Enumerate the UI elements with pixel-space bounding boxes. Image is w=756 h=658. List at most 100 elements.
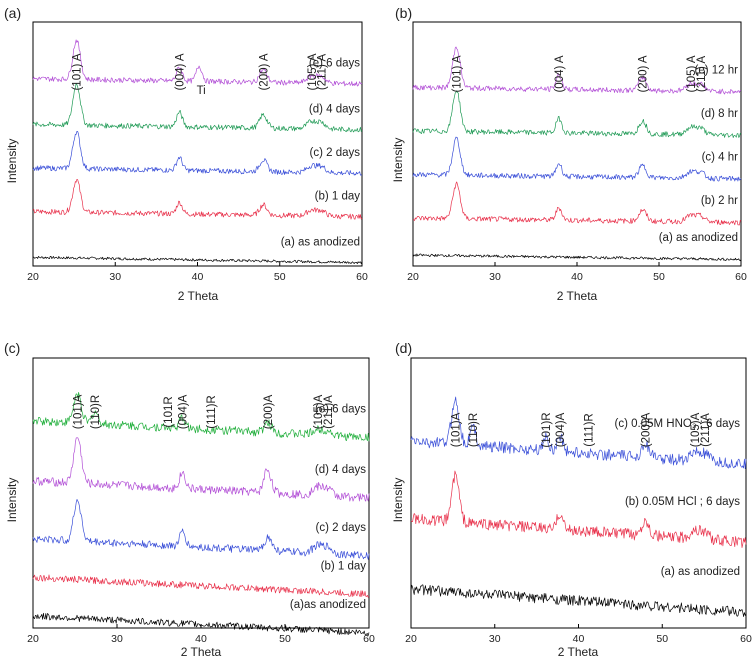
series-label: (c) 0.05M HNO₃ ; 6 days bbox=[615, 418, 741, 430]
x-tick-label: 30 bbox=[111, 633, 123, 645]
peak-label: (004) A bbox=[174, 53, 186, 90]
series-label: (d) 8 hr bbox=[701, 108, 738, 120]
series-line bbox=[412, 90, 742, 138]
peak-label: (101)A bbox=[450, 412, 462, 447]
peak-label: (200)A bbox=[263, 394, 275, 429]
x-tick-label: 50 bbox=[279, 633, 291, 645]
x-tick-label: 20 bbox=[27, 633, 39, 645]
series-label: (e) 12 hr bbox=[695, 64, 739, 76]
series-line bbox=[32, 130, 363, 176]
peak-label: Ti bbox=[197, 85, 206, 97]
peak-label: (004)A bbox=[555, 412, 567, 447]
peak-label: (211)A bbox=[323, 395, 335, 429]
x-tick-label: 60 bbox=[363, 633, 375, 645]
panel-c-ylabel: Intensity bbox=[5, 478, 19, 523]
panel-d-letter: (d) bbox=[395, 340, 412, 356]
series-label: (c) 4 hr bbox=[702, 152, 739, 164]
panel-c-peak-labels: (101)A (110)R (101R (004)A (111)R (200)A (105)… bbox=[73, 394, 335, 429]
series-line bbox=[410, 396, 747, 470]
series-line bbox=[32, 499, 370, 560]
x-tick-label: 20 bbox=[407, 271, 419, 283]
x-tick-label: 20 bbox=[405, 633, 417, 645]
panel-c-curve-labels: (a)as anodized (b) 1 day (c) 2 days (d) 4 d… bbox=[290, 404, 366, 611]
x-tick-label: 50 bbox=[274, 271, 286, 283]
peak-label: (004) A bbox=[554, 55, 566, 92]
x-tick-label: 60 bbox=[740, 633, 752, 645]
x-tick-label: 50 bbox=[653, 271, 665, 283]
panel-d-curve-labels: (a) as anodized (b) 0.05M HCl ; 6 days (c)… bbox=[615, 418, 741, 578]
series-line bbox=[412, 181, 742, 226]
peak-label: (105)A bbox=[690, 412, 702, 447]
series-label: (e) 6 days bbox=[315, 404, 366, 416]
panel-c: (c) Intensity 2 Theta 20 30 40 50 60 (101)A(… bbox=[4, 340, 375, 658]
peak-label: (111)R bbox=[206, 395, 218, 428]
series-line bbox=[32, 574, 370, 598]
series-line bbox=[32, 392, 370, 442]
x-tick-label: 40 bbox=[573, 633, 585, 645]
panel-b-peak-labels: (101) A (004) A (200) A (105) A(211) A bbox=[451, 55, 707, 92]
panel-a-series bbox=[32, 39, 363, 265]
peak-label: (101)A bbox=[73, 394, 85, 429]
panel-b-xlabel: 2 Theta bbox=[557, 289, 598, 303]
panel-b-letter: (b) bbox=[395, 5, 412, 21]
peak-label: (211) A bbox=[696, 56, 708, 93]
panel-d-ticks: 20 30 40 50 60 bbox=[405, 624, 752, 645]
peak-label: (101) A bbox=[72, 53, 84, 90]
series-line bbox=[412, 253, 742, 262]
series-line bbox=[410, 470, 747, 548]
panel-a-xlabel: 2 Theta bbox=[178, 289, 219, 303]
panel-d-series bbox=[410, 396, 747, 617]
x-tick-label: 60 bbox=[356, 271, 368, 283]
panel-a-curve-labels: (a) as anodized (b) 1 day (c) 2 days (d) 4 … bbox=[281, 58, 361, 249]
series-line bbox=[412, 136, 742, 182]
panel-c-letter: (c) bbox=[4, 340, 20, 356]
peak-label: (105)A bbox=[313, 394, 325, 429]
panel-b-series bbox=[412, 46, 742, 262]
peak-label: (200)A bbox=[641, 412, 653, 447]
panel-b-curve-labels: (a) as anodized (b) 2 hr (c) 4 hr (d) 8 hr (… bbox=[659, 64, 738, 244]
x-tick-label: 20 bbox=[27, 271, 39, 283]
panel-a-ylabel: Intensity bbox=[5, 139, 19, 184]
series-label: (c) 2 days bbox=[316, 522, 367, 534]
peak-label: (211) A bbox=[317, 54, 329, 91]
x-tick-label: 30 bbox=[489, 271, 501, 283]
peak-label: (200) A bbox=[258, 53, 270, 90]
panel-a-peak-labels: (101) A (004) A Ti (200) A (105) A(211) A bbox=[72, 53, 329, 97]
panel-b-ticks: 20 30 40 50 60 bbox=[407, 262, 747, 283]
peak-label: (101) A bbox=[451, 55, 463, 92]
peak-label: (105) A bbox=[686, 55, 698, 92]
series-line bbox=[32, 437, 370, 502]
series-label: (b) 1 day bbox=[315, 191, 361, 203]
peak-label: (110)R bbox=[468, 413, 480, 447]
panel-a-letter: (a) bbox=[4, 5, 21, 21]
series-label: (a) as anodized bbox=[661, 566, 740, 578]
x-tick-label: 30 bbox=[109, 271, 121, 283]
panel-c-ticks: 20 30 40 50 60 bbox=[27, 624, 375, 645]
series-line bbox=[32, 255, 363, 265]
panel-b-ylabel: Intensity bbox=[391, 138, 405, 183]
series-line bbox=[412, 46, 742, 95]
peak-label: (004)A bbox=[178, 394, 190, 429]
x-tick-label: 50 bbox=[656, 633, 668, 645]
series-label: (d) 4 days bbox=[315, 464, 366, 476]
panel-c-xlabel: 2 Theta bbox=[181, 645, 222, 658]
series-label: (a)as anodized bbox=[290, 599, 366, 611]
panel-d-ylabel: Intensity bbox=[391, 478, 405, 523]
series-label: (a) as anodized bbox=[659, 232, 738, 244]
x-tick-label: 40 bbox=[192, 271, 204, 283]
x-tick-label: 40 bbox=[571, 271, 583, 283]
x-tick-label: 30 bbox=[489, 633, 501, 645]
series-label: (b) 1 day bbox=[321, 560, 367, 572]
x-tick-label: 40 bbox=[195, 633, 207, 645]
peak-label: (111)R bbox=[584, 413, 596, 446]
series-label: (e) 6 days bbox=[309, 58, 360, 70]
series-label: (c) 2 days bbox=[310, 147, 361, 159]
panel-d: (d) Intensity 2 Theta 20 30 40 50 60 (101)A(… bbox=[391, 340, 752, 658]
peak-label: (110)R bbox=[90, 395, 102, 429]
peak-label: (105) A bbox=[307, 53, 319, 90]
peak-label: (101R bbox=[163, 396, 175, 427]
x-tick-label: 60 bbox=[735, 271, 747, 283]
series-line bbox=[32, 39, 363, 87]
series-label: (d) 4 days bbox=[309, 103, 360, 115]
